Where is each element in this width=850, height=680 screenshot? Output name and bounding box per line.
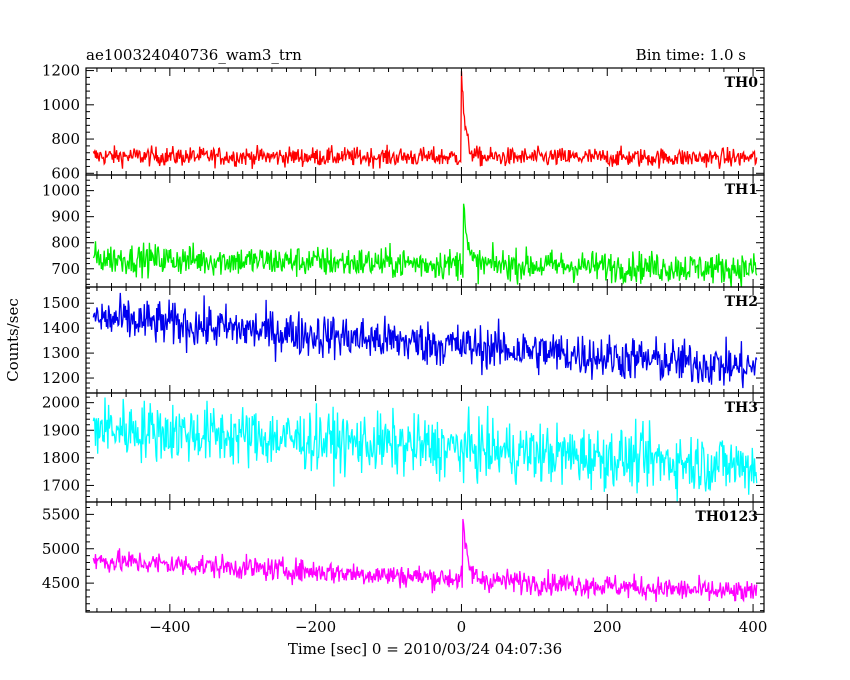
y-tick-label: 800 <box>51 234 80 252</box>
bin-time-label: Bin time: 1.0 s <box>636 46 746 64</box>
x-tick-label: 200 <box>593 618 622 636</box>
y-tick-label: 5500 <box>42 505 80 523</box>
panel-th1: 700 800 900 1000 TH1 <box>42 174 765 288</box>
series-line-th0123 <box>92 518 758 603</box>
series-line-th0 <box>92 71 758 169</box>
x-tick-label: −200 <box>295 618 336 636</box>
series-line-th1 <box>92 203 758 287</box>
panel-th2: 1200 1300 1400 1500 TH2 <box>42 286 765 394</box>
y-axis-label: Counts/sec <box>4 298 22 382</box>
y-tick-label: 2000 <box>42 394 80 412</box>
panel-name-th2: TH2 <box>725 294 758 310</box>
y-tick-label: 600 <box>51 164 80 182</box>
y-tick-label: 700 <box>51 260 80 278</box>
panel-th3: 1700 1800 1900 2000 TH3 <box>42 392 765 503</box>
series-line-th2 <box>92 292 758 389</box>
x-tick-label: 0 <box>457 618 467 636</box>
y-tick-label: 4500 <box>42 574 80 592</box>
panel-name-th0: TH0 <box>725 75 759 91</box>
y-tick-label: 1400 <box>42 319 80 337</box>
panel-name-th3: TH3 <box>725 400 758 416</box>
y-tick-label: 1200 <box>42 369 80 387</box>
panel-th0123: 4500 5000 5500 TH0123 <box>42 501 765 613</box>
chart-title: ae100324040736_wam3_trn <box>86 46 302 64</box>
y-tick-label: 1200 <box>42 62 80 80</box>
x-axis: −400 −200 0 200 400 <box>149 618 767 636</box>
y-tick-label: 1300 <box>42 344 80 362</box>
panels-group: 600 800 1000 1200 TH0 700 800 900 1000 TH1 1200 130… <box>42 62 765 613</box>
x-axis-label: Time [sec] 0 = 2010/03/24 04:07:36 <box>288 640 562 658</box>
y-tick-label: 800 <box>51 130 80 148</box>
panel-th0: 600 800 1000 1200 TH0 <box>42 62 765 182</box>
y-tick-label: 1000 <box>42 96 80 114</box>
y-tick-label: 1500 <box>42 294 80 312</box>
x-tick-label: −400 <box>149 618 190 636</box>
y-tick-label: 1800 <box>42 449 80 467</box>
panel-name-th0123: TH0123 <box>695 509 758 525</box>
y-tick-label: 1900 <box>42 421 80 439</box>
series-line-th3 <box>92 397 758 502</box>
y-tick-label: 5000 <box>42 540 80 558</box>
y-tick-label: 900 <box>51 208 80 226</box>
panel-name-th1: TH1 <box>725 182 758 198</box>
y-tick-label: 1000 <box>42 182 80 200</box>
panel-frame <box>85 501 765 613</box>
y-tick-label: 1700 <box>42 476 80 494</box>
x-tick-label: 400 <box>739 618 768 636</box>
